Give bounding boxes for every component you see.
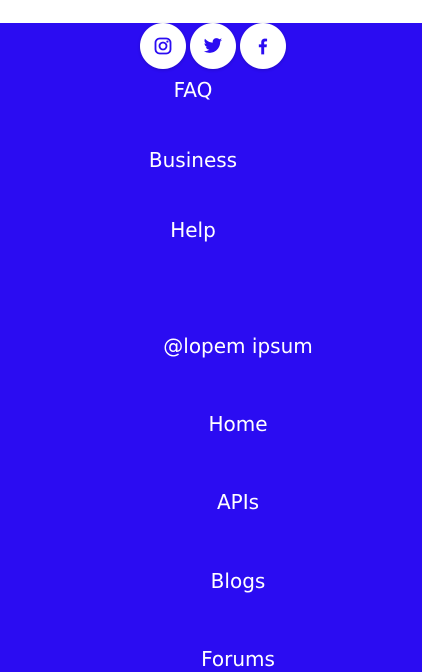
instagram-icon	[154, 37, 172, 55]
footer-link-blogs[interactable]: Blogs	[210, 569, 266, 593]
footer-link-faq[interactable]: FAQ	[173, 78, 213, 102]
instagram-button[interactable]	[140, 23, 186, 69]
facebook-icon	[258, 38, 268, 55]
social-handle: @lopem ipsum	[163, 334, 313, 358]
twitter-icon	[203, 38, 223, 53]
footer-link-apis[interactable]: APIs	[216, 490, 260, 514]
footer-link-home[interactable]: Home	[208, 412, 268, 436]
top-bar	[0, 0, 422, 23]
footer-link-business[interactable]: Business	[148, 148, 238, 172]
social-links	[140, 23, 288, 69]
twitter-button[interactable]	[190, 23, 236, 69]
facebook-button[interactable]	[240, 23, 286, 69]
footer-link-help[interactable]: Help	[170, 218, 216, 242]
footer-link-forums[interactable]: Forums	[201, 647, 275, 671]
